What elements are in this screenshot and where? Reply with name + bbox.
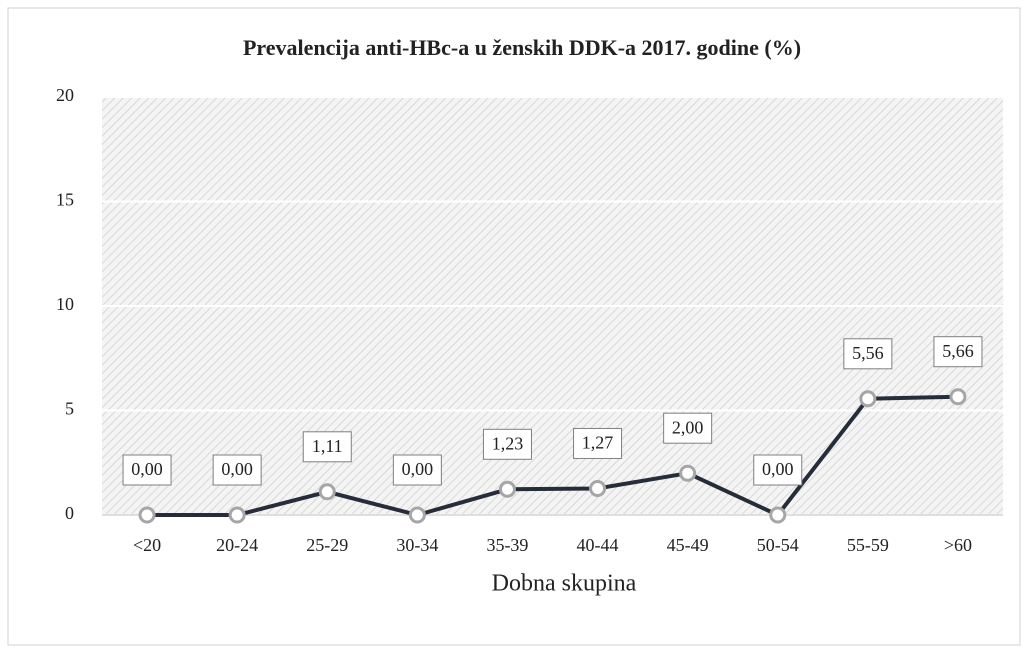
data-label-box [302, 431, 352, 463]
marker [679, 464, 697, 482]
marker [498, 480, 516, 498]
x-tick-label: <20 [133, 535, 161, 555]
marker [769, 506, 787, 524]
y-tick-label: 15 [56, 190, 74, 210]
data-label: 0,00 [131, 459, 163, 479]
marker [138, 506, 156, 524]
data-label: 1,23 [492, 433, 524, 453]
line [147, 394, 958, 517]
x-tick-label: 25-29 [306, 535, 348, 555]
data-label: 2,00 [672, 417, 704, 437]
data-label: 0,00 [221, 459, 253, 479]
data-label-box [212, 454, 262, 486]
marker [408, 506, 426, 524]
marker [318, 483, 336, 501]
chart-title: Prevalencija anti-HBc-a u ženskih DDK-a … [243, 35, 801, 60]
data-label: 0,00 [402, 459, 434, 479]
data-label: 1,27 [582, 433, 614, 453]
x-tick-label: 35-39 [486, 535, 528, 555]
x-axis-title: Dobna skupina [492, 571, 637, 597]
marker [859, 390, 877, 408]
data-label: 5,56 [852, 343, 884, 363]
data-label-box [392, 454, 442, 486]
y-tick-label: 10 [56, 294, 74, 314]
data-label: 5,66 [942, 341, 974, 361]
x-tick-label: 50-54 [757, 535, 799, 555]
y-tick-label: 5 [65, 399, 74, 419]
data-label: 1,11 [312, 436, 343, 456]
x-tick-label: 30-34 [396, 535, 438, 555]
data-label-box [753, 454, 803, 486]
data-label-box [663, 412, 713, 444]
y-tick-label: 20 [56, 85, 74, 105]
data-label-box [843, 338, 893, 370]
data-label-box [122, 454, 172, 486]
data-label: 0,00 [762, 459, 794, 479]
x-tick-label: 40-44 [577, 535, 619, 555]
x-tick-label: 55-59 [847, 535, 889, 555]
marker [228, 506, 246, 524]
data-label-box [573, 427, 623, 459]
x-tick-label: 45-49 [667, 535, 709, 555]
x-tick-label: >60 [944, 535, 972, 555]
marker [949, 388, 967, 406]
y-tick-label: 0 [65, 503, 74, 523]
marker [589, 479, 607, 497]
data-label-box [482, 428, 532, 460]
x-tick-label: 20-24 [216, 535, 258, 555]
data-label-box [933, 336, 983, 368]
